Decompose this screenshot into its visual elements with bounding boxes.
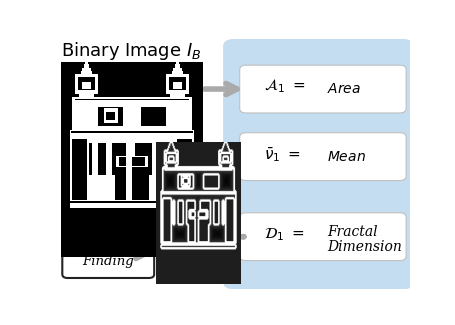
- Text: Binary Image $I_B$: Binary Image $I_B$: [61, 40, 200, 62]
- FancyBboxPatch shape: [239, 65, 405, 113]
- Text: $\mathcal{D}_1\ =$: $\mathcal{D}_1\ =$: [263, 226, 304, 242]
- FancyBboxPatch shape: [239, 213, 405, 261]
- Text: $\mathcal{A}_1\ =$: $\mathcal{A}_1\ =$: [263, 78, 304, 96]
- Text: Border
Finding: Border Finding: [82, 240, 134, 268]
- Text: Dimension: Dimension: [327, 240, 401, 254]
- Text: $\bar{\nu}_1\ =$: $\bar{\nu}_1\ =$: [263, 145, 300, 163]
- Text: $\it{Mean}$: $\it{Mean}$: [327, 150, 365, 163]
- Text: Fractal: Fractal: [327, 225, 377, 239]
- FancyBboxPatch shape: [239, 133, 405, 180]
- Text: $\it{Area}$: $\it{Area}$: [327, 82, 361, 96]
- FancyBboxPatch shape: [222, 39, 413, 289]
- FancyBboxPatch shape: [62, 230, 154, 278]
